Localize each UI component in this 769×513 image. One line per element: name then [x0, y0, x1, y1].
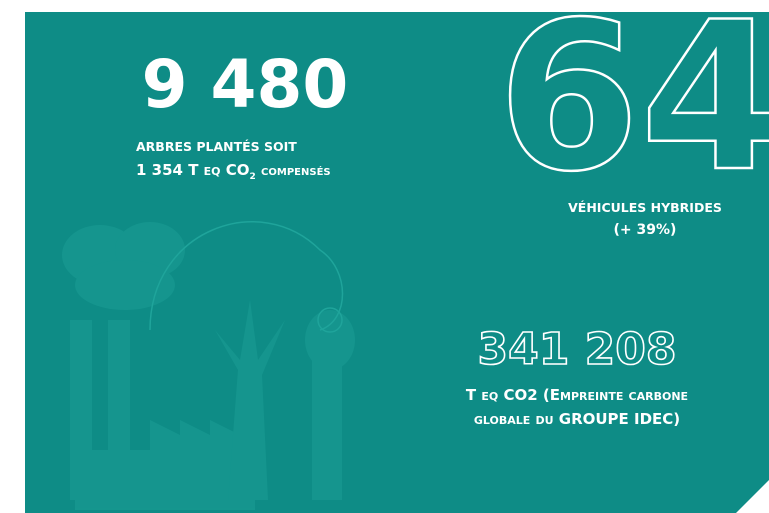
- amount: 1 354 T: [136, 161, 199, 179]
- line2-end: GROUPE IDEC): [559, 410, 680, 428]
- tail: compensés: [261, 163, 331, 179]
- carbon-number: 341 208: [477, 324, 676, 375]
- unit: eq: [204, 161, 221, 179]
- unit-prefix: T: [466, 386, 477, 404]
- vehicles-number: 64: [497, 0, 769, 217]
- subscript: 2: [250, 172, 256, 182]
- line2-start: globale du: [474, 410, 554, 428]
- vehicles-line2: (+ 39%): [614, 222, 677, 238]
- unit: eq: [481, 386, 498, 404]
- trees-number: 9 480: [142, 46, 349, 123]
- gas: CO2: [503, 386, 537, 404]
- carbon-line1: T eq CO2 (Empreinte carbone: [466, 386, 688, 404]
- line1-rest: (Empreinte carbone: [543, 386, 688, 404]
- infographic: 9 480 ARBRES PLANTÉS SOIT 1 354 T eq CO2…: [0, 0, 769, 513]
- vehicles-line1: VÉHICULES HYBRIDES: [568, 200, 722, 215]
- trees-line1: ARBRES PLANTÉS SOIT: [136, 139, 297, 154]
- gas: CO: [226, 161, 250, 179]
- carbon-line2: globale du GROUPE IDEC): [474, 410, 680, 428]
